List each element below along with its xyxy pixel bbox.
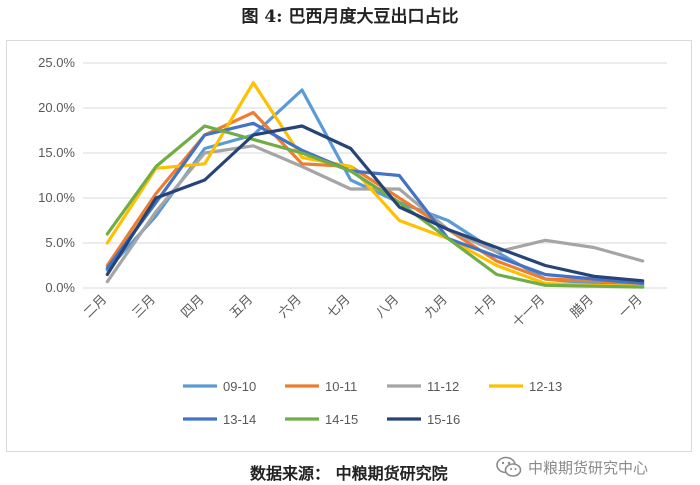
series-line-14-15: [105, 124, 645, 289]
legend-label: 11-12: [427, 379, 459, 394]
legend-label: 13-14: [223, 412, 256, 427]
series-line-12-13: [105, 81, 645, 288]
series-line-13-14: [105, 121, 645, 286]
x-tick-label: 九月: [422, 292, 451, 321]
x-tick-label: 四月: [178, 292, 207, 321]
y-tick-label: 10.0%: [38, 190, 75, 205]
line-chart: 0.0% 5.0% 10.0% 15.0% 20.0% 25.0% 二月 三月 四月 五月 六月 七月…: [38, 55, 667, 427]
legend-label: 09-10: [223, 379, 256, 394]
y-tick-label: 15.0%: [38, 145, 75, 160]
watermark-text: 中粮期货研究中心: [528, 458, 649, 477]
y-tick-label: 25.0%: [38, 55, 75, 70]
x-tick-label: 二月: [81, 292, 110, 321]
x-tick-label: 腊月: [568, 292, 597, 321]
legend-label: 15-16: [427, 412, 460, 427]
x-tick-label: 一月: [616, 292, 645, 321]
y-tick-label: 5.0%: [45, 235, 75, 250]
y-tick-label: 0.0%: [45, 280, 75, 295]
chart-panel: 0.0% 5.0% 10.0% 15.0% 20.0% 25.0% 二月 三月 四月 五月 六月 七月…: [6, 40, 692, 452]
chart-title: 图 4: 巴西月度大豆出口占比: [241, 7, 459, 27]
data-source-note: 数据来源： 中粮期货研究院: [250, 464, 448, 483]
series-line-15-16: [105, 124, 645, 283]
x-tick-label: 十月: [470, 292, 499, 321]
watermark: 中粮期货研究中心: [496, 456, 648, 478]
legend-label: 12-13: [529, 379, 562, 394]
x-tick-label: 五月: [227, 292, 256, 321]
y-tick-label: 20.0%: [38, 100, 75, 115]
wechat-icon: [496, 456, 522, 477]
legend-label: 10-11: [325, 379, 357, 394]
x-tick-label: 七月: [324, 292, 353, 321]
series-line-11-12: [105, 144, 645, 284]
x-tick-label: 六月: [276, 292, 305, 321]
x-tick-label: 八月: [373, 292, 402, 321]
x-tick-label: 三月: [130, 292, 159, 321]
x-tick-label: 十一月: [510, 292, 548, 330]
legend-label: 14-15: [325, 412, 358, 427]
